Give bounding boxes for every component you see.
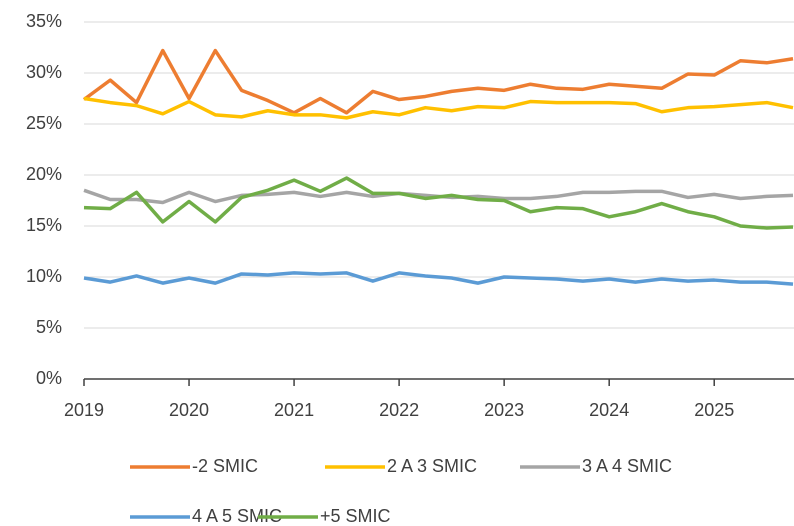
- series-line: [82, 48, 794, 115]
- x-tick-label: 2019: [64, 400, 104, 420]
- x-tick-label: 2022: [379, 400, 419, 420]
- legend-label: +5 SMIC: [320, 506, 391, 526]
- y-tick-label: 10%: [26, 266, 62, 286]
- series-line: [83, 176, 794, 230]
- legend-label: 2 A 3 SMIC: [387, 456, 477, 476]
- y-tick-label: 30%: [26, 62, 62, 82]
- y-tick-label: 20%: [26, 164, 62, 184]
- x-tick-label: 2023: [484, 400, 524, 420]
- series-line: [83, 271, 794, 286]
- y-tick-label: 15%: [26, 215, 62, 235]
- x-tick-label: 2024: [589, 400, 629, 420]
- y-tick-label: 5%: [36, 317, 62, 337]
- legend-label: -2 SMIC: [192, 456, 258, 476]
- legend-label: 3 A 4 SMIC: [582, 456, 672, 476]
- y-tick-label: 35%: [26, 11, 62, 31]
- x-tick-label: 2021: [274, 400, 314, 420]
- legend-label: 4 A 5 SMIC: [192, 506, 282, 526]
- y-tick-label: 0%: [36, 368, 62, 388]
- y-tick-label: 25%: [26, 113, 62, 133]
- x-tick-label: 2025: [694, 400, 734, 420]
- series-line: [83, 96, 794, 120]
- x-tick-label: 2020: [169, 400, 209, 420]
